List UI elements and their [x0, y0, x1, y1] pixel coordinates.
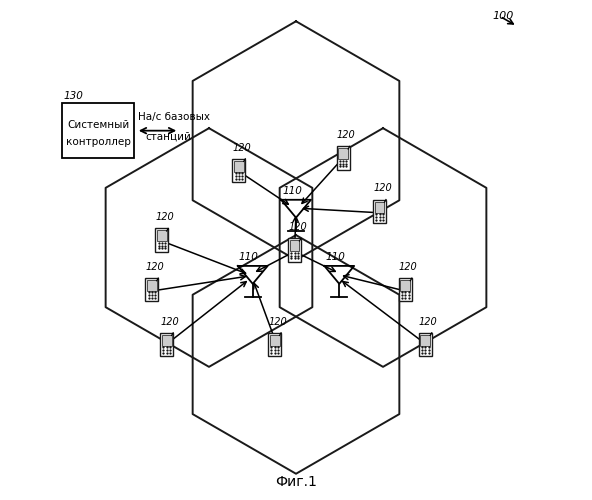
Text: 120: 120	[337, 130, 356, 140]
Text: 120: 120	[419, 316, 437, 326]
Bar	[270, 335, 279, 346]
Bar	[337, 146, 350, 170]
Bar	[160, 333, 173, 356]
Text: Фиг.1: Фиг.1	[275, 475, 317, 489]
Text: 120: 120	[146, 262, 164, 272]
Bar	[420, 335, 430, 346]
Bar	[155, 228, 168, 252]
Bar	[268, 333, 281, 356]
Bar	[419, 333, 432, 356]
Bar	[146, 278, 158, 301]
Text: 120: 120	[268, 316, 287, 326]
Bar	[399, 278, 412, 301]
Text: 120: 120	[155, 212, 174, 222]
Text: 120: 120	[232, 142, 251, 152]
Text: станций: станций	[146, 132, 191, 141]
Text: 100: 100	[493, 11, 514, 21]
Text: 110: 110	[282, 186, 302, 196]
Text: 120: 120	[399, 262, 418, 272]
Bar	[147, 280, 157, 291]
Text: контроллер: контроллер	[66, 136, 131, 146]
Text: 110: 110	[326, 252, 345, 262]
Text: Системный: Системный	[67, 120, 130, 130]
Bar	[400, 280, 410, 291]
Bar	[288, 238, 301, 262]
Text: 110: 110	[239, 252, 259, 262]
Bar	[157, 230, 167, 241]
Text: 120: 120	[373, 184, 392, 194]
Text: На/с базовых: На/с базовых	[139, 112, 210, 122]
Bar	[289, 240, 300, 252]
FancyBboxPatch shape	[62, 104, 134, 158]
Text: 120: 120	[160, 316, 179, 326]
Bar	[232, 159, 245, 182]
Bar	[338, 148, 348, 160]
Bar	[375, 202, 384, 212]
Text: 130: 130	[63, 92, 83, 102]
Bar	[234, 160, 244, 172]
Bar	[162, 335, 172, 346]
Bar	[373, 200, 386, 223]
Text: 120: 120	[288, 222, 307, 232]
